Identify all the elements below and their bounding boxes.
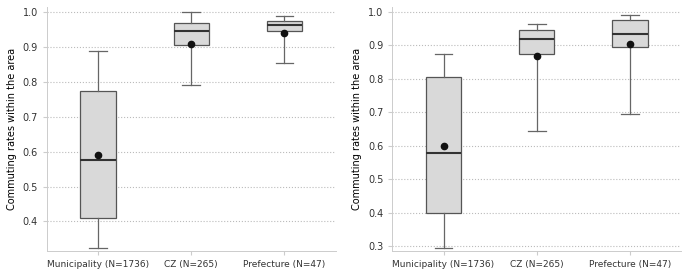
PathPatch shape <box>267 21 302 31</box>
Y-axis label: Commuting rates within the area: Commuting rates within the area <box>7 48 17 210</box>
PathPatch shape <box>426 77 461 213</box>
PathPatch shape <box>80 91 116 218</box>
PathPatch shape <box>173 23 209 45</box>
Y-axis label: Commuting rates within the area: Commuting rates within the area <box>352 48 363 210</box>
PathPatch shape <box>519 30 555 54</box>
PathPatch shape <box>612 20 647 47</box>
